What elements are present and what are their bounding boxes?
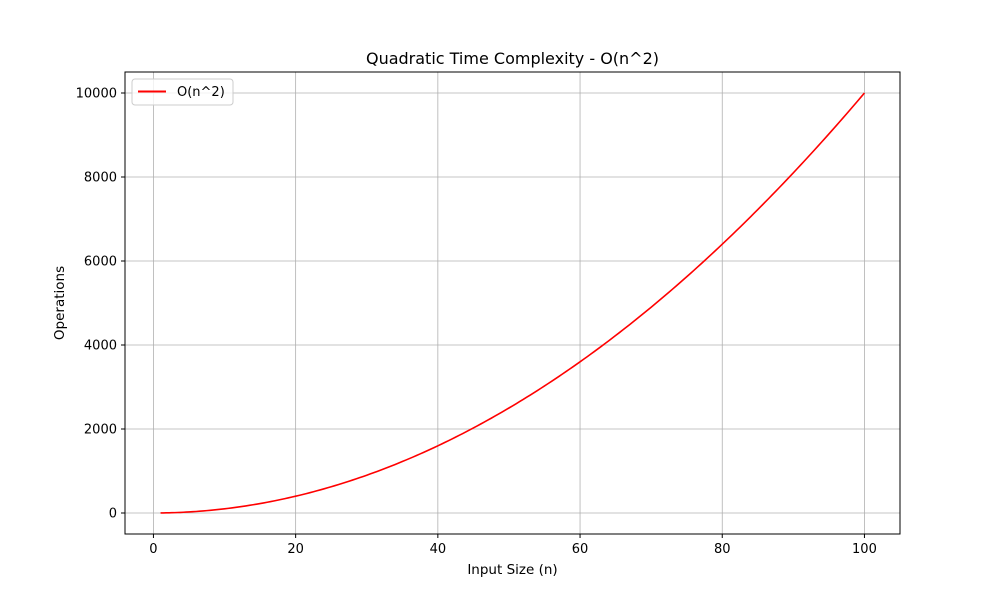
y-tick-label: 0 bbox=[109, 507, 117, 522]
y-tick-label: 8000 bbox=[84, 171, 117, 186]
y-axis-label: Operations bbox=[52, 266, 68, 340]
x-tick-label: 60 bbox=[572, 542, 589, 557]
legend: O(n^2) bbox=[131, 78, 234, 106]
x-axis-label: Input Size (n) bbox=[467, 562, 557, 578]
series-layer bbox=[160, 92, 866, 514]
grid-layer bbox=[125, 72, 900, 534]
x-tick-label: 80 bbox=[714, 542, 731, 557]
x-tick-label: 40 bbox=[430, 542, 447, 557]
tick-layer: 0 20 40 60 80 100 0 2000 4000 6000 8000 10000 bbox=[76, 87, 877, 558]
legend-label: O(n^2) bbox=[177, 85, 225, 100]
chart-title: Quadratic Time Complexity - O(n^2) bbox=[366, 49, 659, 68]
plot-area-frame bbox=[124, 71, 901, 535]
y-tick-label: 2000 bbox=[84, 423, 117, 438]
legend-box bbox=[131, 78, 234, 106]
y-tick-label: 6000 bbox=[84, 255, 117, 270]
x-tick-label: 0 bbox=[149, 542, 157, 557]
series-line-0 bbox=[160, 92, 866, 514]
y-tick-label: 10000 bbox=[76, 87, 117, 102]
x-tick-label: 100 bbox=[852, 542, 877, 557]
x-tick-label: 20 bbox=[287, 542, 304, 557]
y-tick-label: 4000 bbox=[84, 339, 117, 354]
